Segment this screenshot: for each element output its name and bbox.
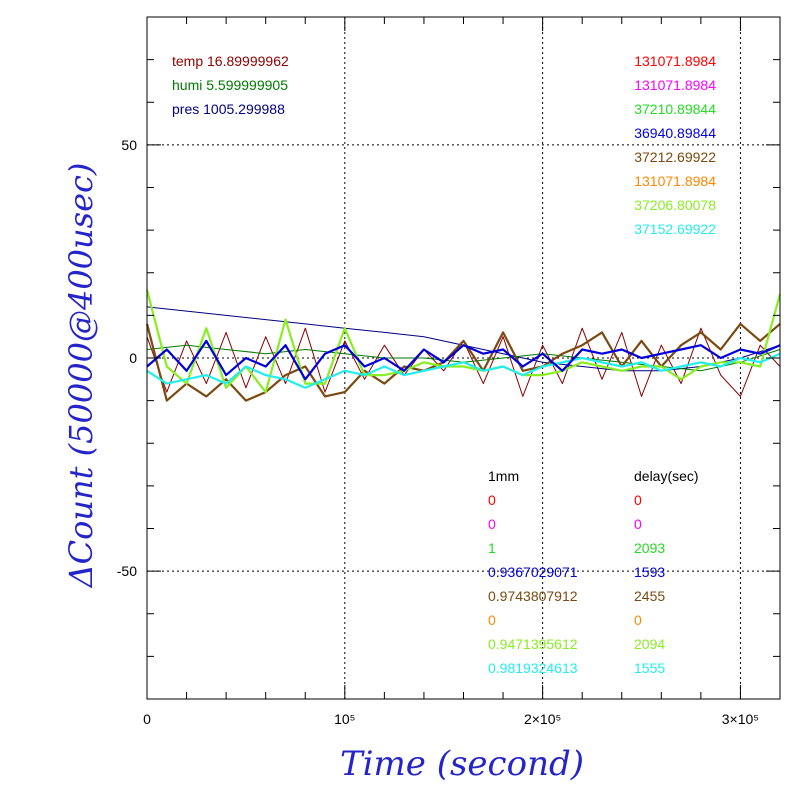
- table-cell-delay: 2455: [634, 588, 665, 604]
- table-cell-1mm: 0: [488, 492, 496, 508]
- axis-ticks: [146, 16, 781, 700]
- table-cell-delay: 2094: [634, 636, 665, 652]
- tick-labels: 0 10⁵ 2×10⁵ 3×10⁵ 50 0 -50: [117, 137, 759, 727]
- plot-lines: [145, 289, 782, 402]
- legend-value: 36940.89844: [634, 125, 716, 141]
- series-line-5: [145, 289, 782, 394]
- table-cell-1mm: 0.9367029071: [488, 564, 578, 580]
- table-cell-delay: 0: [634, 492, 642, 508]
- table-cell-1mm: 0: [488, 612, 496, 628]
- table-cell-1mm: 0.9819324613: [488, 660, 578, 676]
- series-line-7: [146, 339, 781, 381]
- table-cell-1mm: 0: [488, 516, 496, 532]
- env-label: humi 5.599999905: [172, 77, 288, 93]
- table-cell-delay: 0: [634, 516, 642, 532]
- legend-value: 37212.69922: [634, 149, 716, 165]
- env-label: pres 1005.299988: [172, 101, 285, 117]
- grid: [147, 17, 780, 699]
- legend-value: 131071.8984: [634, 173, 716, 189]
- table-cell-delay: 1555: [634, 660, 665, 676]
- table-cell-delay: 2093: [634, 540, 665, 556]
- x-tick-label: 10⁵: [334, 711, 355, 727]
- table-cell-delay: 1593: [634, 564, 665, 580]
- x-tick-label: 3×10⁵: [722, 711, 759, 727]
- legend: temp 16.89999962 humi 5.599999905 pres 100…: [172, 53, 716, 676]
- x-tick-label: 2×10⁵: [524, 711, 561, 727]
- x-tick-label: 0: [143, 711, 151, 727]
- legend-value: 37152.69922: [634, 221, 716, 237]
- table-cell-1mm: 1: [488, 540, 496, 556]
- table-cell-1mm: 0.9743807912: [488, 588, 578, 604]
- env-label: temp 16.89999962: [172, 53, 289, 69]
- y-tick-label: -50: [117, 563, 137, 579]
- y-tick-label: 0: [129, 350, 137, 366]
- legend-value: 131071.8984: [634, 53, 716, 69]
- y-tick-label: 50: [121, 137, 137, 153]
- legend-value: 131071.8984: [634, 77, 716, 93]
- series-line-6: [146, 352, 781, 389]
- legend-value: 37206.80078: [634, 197, 716, 213]
- table-cell-1mm: 0.9471395612: [488, 636, 578, 652]
- legend-value: 37210.89844: [634, 101, 716, 117]
- x-axis-label: Time (second): [340, 744, 584, 784]
- series-line-4: [145, 322, 781, 402]
- table-header-1mm: 1mm: [488, 468, 519, 484]
- table-header-delay: delay(sec): [634, 468, 699, 484]
- y-axis-label: ΔCount (50000@400usec): [62, 163, 100, 590]
- table-cell-delay: 0: [634, 612, 642, 628]
